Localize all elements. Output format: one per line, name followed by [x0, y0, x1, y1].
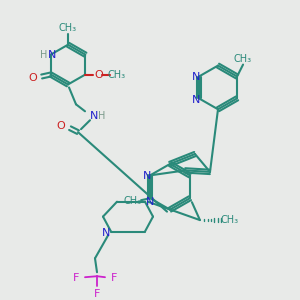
Text: CH₃: CH₃ — [107, 70, 125, 80]
Text: N: N — [47, 50, 56, 60]
Text: H: H — [40, 50, 47, 60]
Text: CH₃: CH₃ — [123, 196, 141, 206]
Text: N: N — [192, 71, 200, 82]
Text: N: N — [90, 111, 98, 121]
Text: N: N — [143, 171, 151, 182]
Text: F: F — [94, 289, 100, 299]
Text: N: N — [192, 95, 200, 105]
Text: CH₃: CH₃ — [221, 215, 239, 225]
Text: H: H — [98, 111, 106, 121]
Text: O: O — [57, 121, 65, 131]
Text: N: N — [146, 197, 154, 207]
Text: O: O — [94, 70, 103, 80]
Text: F: F — [73, 273, 79, 283]
Text: F: F — [111, 273, 117, 283]
Text: CH₃: CH₃ — [59, 23, 77, 33]
Text: O: O — [28, 74, 37, 83]
Text: N: N — [102, 229, 110, 238]
Text: CH₃: CH₃ — [234, 54, 252, 64]
